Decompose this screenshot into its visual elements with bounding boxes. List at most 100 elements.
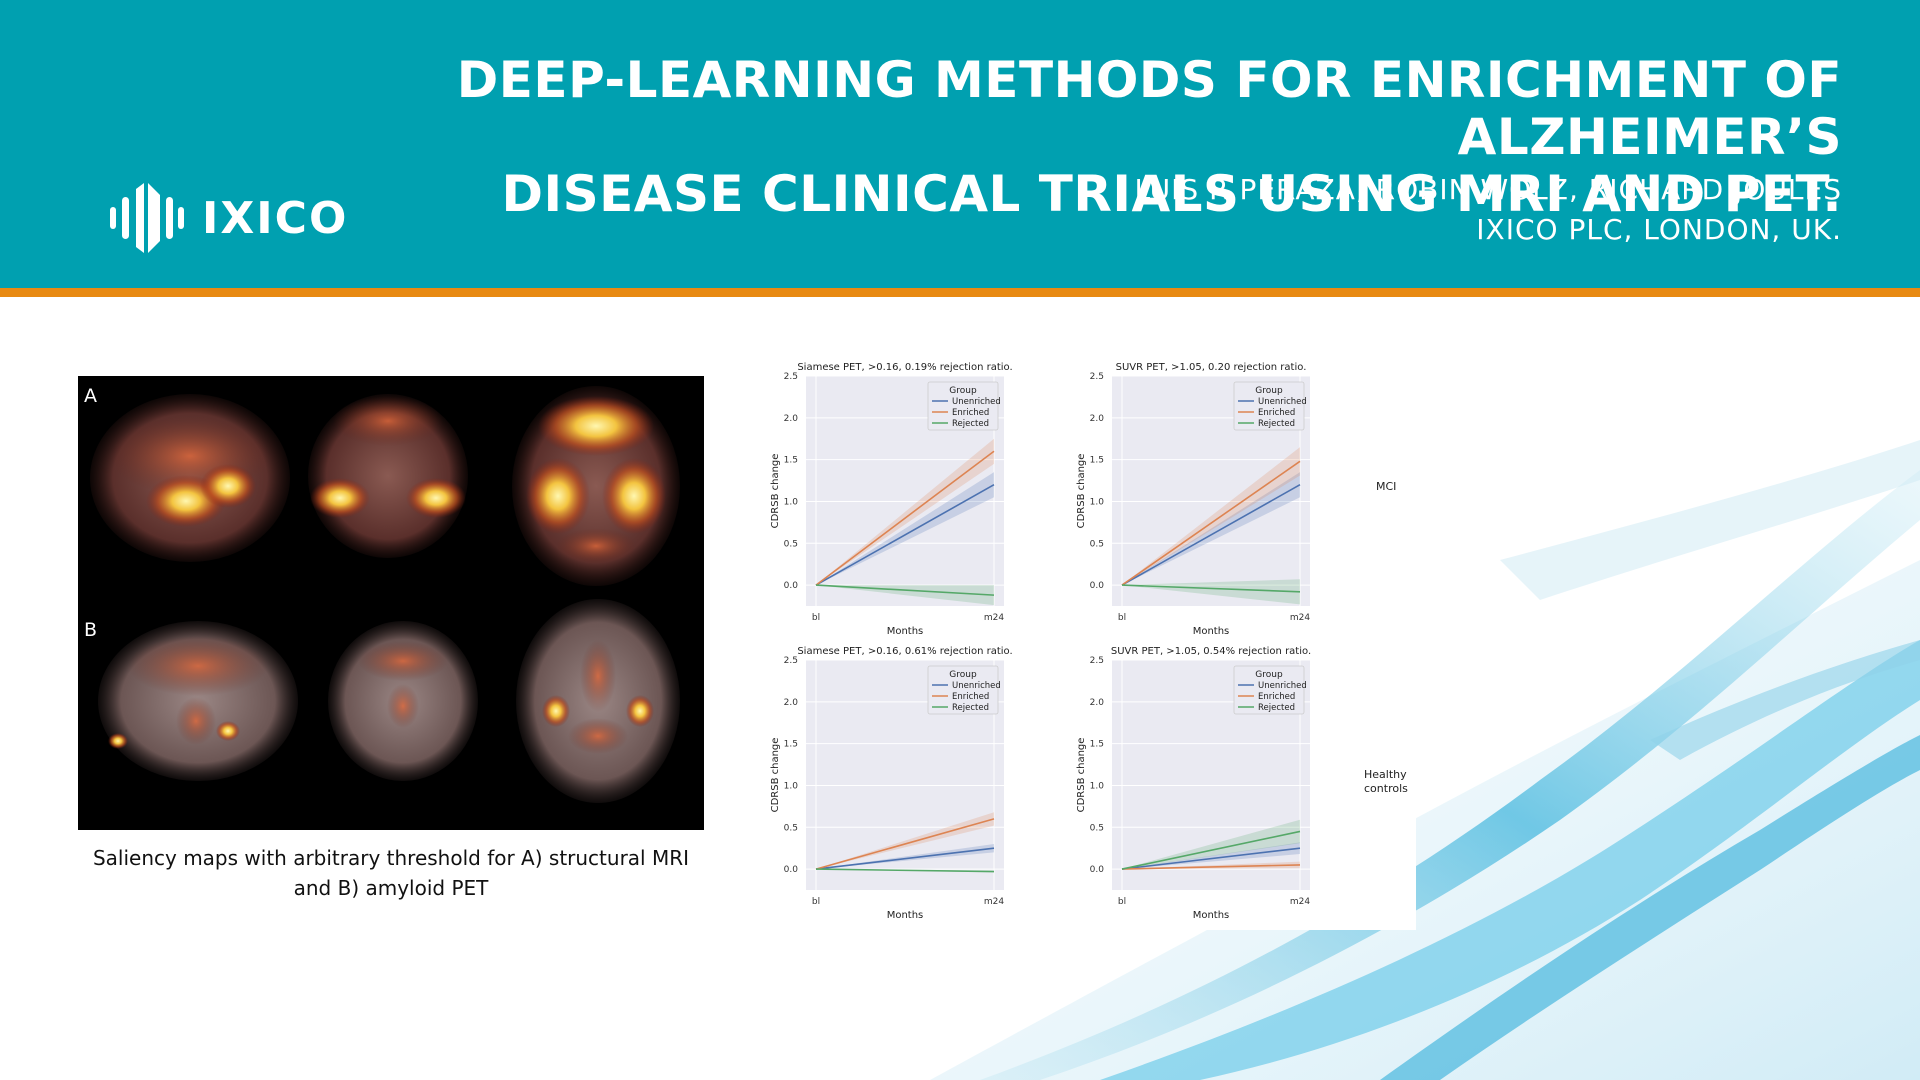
- chart-title: SUVR PET, >1.05, 0.20 rejection ratio.: [1116, 362, 1307, 373]
- y-tick-label: 0.5: [1090, 823, 1104, 833]
- y-tick-label: 1.5: [784, 456, 798, 466]
- x-tick-label: bl: [1118, 897, 1126, 907]
- y-tick-label: 0.0: [1090, 865, 1105, 875]
- y-tick-label: 1.5: [1090, 456, 1104, 466]
- confidence-band: [1122, 842, 1300, 870]
- caption-line-1: Saliency maps with arbitrary threshold f…: [92, 846, 690, 870]
- chart-1: Siamese PET, >0.16, 0.19% rejection rati…: [770, 362, 1013, 637]
- series-line: [815, 847, 995, 870]
- chart-title: Siamese PET, >0.16, 0.61% rejection rati…: [797, 646, 1012, 657]
- saliency-map-figure: A B: [78, 376, 704, 830]
- chart-title: SUVR PET, >1.05, 0.54% rejection ratio.: [1111, 646, 1311, 657]
- x-tick-label: bl: [812, 897, 820, 907]
- confidence-band: [1122, 579, 1300, 605]
- legend-title: Group: [1255, 386, 1283, 396]
- confidence-band: [1122, 819, 1300, 870]
- x-axis-label: Months: [887, 626, 924, 637]
- legend-title: Group: [1255, 670, 1283, 680]
- chart-4: SUVR PET, >1.05, 0.54% rejection ratio. 0…: [1076, 646, 1311, 921]
- y-tick-label: 0.5: [784, 823, 798, 833]
- series-line: [1121, 847, 1301, 870]
- legend-label: Enriched: [1258, 408, 1295, 418]
- caption-line-2: and B) amyloid PET: [293, 876, 489, 900]
- series-line: [815, 450, 995, 586]
- x-axis-label: Months: [1193, 626, 1230, 637]
- series-line: [1121, 484, 1301, 586]
- poster-title: DEEP-LEARNING METHODS FOR ENRICHMENT OF …: [142, 52, 1842, 223]
- series-line: [815, 868, 995, 873]
- legend-box: [927, 381, 999, 431]
- legend-label: Rejected: [1258, 703, 1295, 713]
- saliency-maps-image: [90, 386, 680, 803]
- y-tick-label: 2.0: [1090, 698, 1105, 708]
- y-tick-label: 2.0: [784, 414, 799, 424]
- x-tick-label: bl: [812, 613, 820, 623]
- chart-title: Siamese PET, >0.16, 0.19% rejection rati…: [797, 362, 1012, 373]
- y-tick-label: 1.5: [1090, 740, 1104, 750]
- series-line: [1121, 460, 1301, 586]
- legend-label: Unenriched: [1258, 397, 1307, 407]
- series-line: [1121, 830, 1301, 870]
- title-line-2: DISEASE CLINICAL TRIALS USING MRI AND PE…: [501, 165, 1842, 223]
- legend-box: [927, 665, 999, 715]
- legend-box: [1233, 381, 1305, 431]
- waveform-logo-icon: [110, 183, 184, 253]
- y-tick-label: 2.5: [1090, 656, 1104, 666]
- y-tick-label: 0.0: [784, 581, 799, 591]
- y-tick-label: 0.0: [1090, 581, 1105, 591]
- legend-label: Rejected: [1258, 419, 1295, 429]
- legend-title: Group: [949, 670, 977, 680]
- title-line-1: DEEP-LEARNING METHODS FOR ENRICHMENT OF …: [456, 51, 1842, 166]
- row-label-mci: MCI: [1376, 480, 1397, 493]
- y-tick-label: 2.0: [784, 698, 799, 708]
- y-axis-label: CDRSB change: [1076, 454, 1087, 529]
- x-tick-label: bl: [1118, 613, 1126, 623]
- title-banner: [0, 0, 1920, 288]
- y-tick-label: 2.5: [784, 656, 798, 666]
- y-tick-label: 2.5: [784, 372, 798, 382]
- confidence-band: [1122, 861, 1300, 870]
- x-tick-label: m24: [1290, 613, 1310, 623]
- legend-label: Enriched: [952, 408, 989, 418]
- series-line: [815, 584, 995, 596]
- y-axis-label: CDRSB change: [770, 738, 781, 813]
- y-tick-label: 1.0: [784, 497, 799, 507]
- y-tick-label: 1.0: [784, 781, 799, 791]
- y-tick-label: 1.5: [784, 740, 798, 750]
- y-tick-label: 2.5: [1090, 372, 1104, 382]
- saliency-caption: Saliency maps with arbitrary threshold f…: [78, 843, 704, 903]
- series-line: [815, 484, 995, 586]
- series-line: [1121, 864, 1301, 870]
- x-tick-label: m24: [984, 613, 1004, 623]
- legend-label: Enriched: [1258, 692, 1295, 702]
- cdrsb-charts: Siamese PET, >0.16, 0.19% rejection rati…: [770, 362, 1311, 921]
- affiliation: IXICO PLC, LONDON, UK.: [1476, 213, 1842, 246]
- y-tick-label: 0.5: [1090, 539, 1104, 549]
- series-line: [1121, 584, 1301, 593]
- legend-title: Group: [949, 386, 977, 396]
- y-tick-label: 1.0: [1090, 497, 1105, 507]
- row-label-healthy-controls: Healthy controls: [1364, 768, 1408, 795]
- x-tick-label: m24: [1290, 897, 1310, 907]
- x-axis-label: Months: [1193, 910, 1230, 921]
- authors: LUIS R PERAZA, ROBIN WOLZ, RICHARD JOULE…: [1134, 173, 1842, 206]
- x-tick-label: m24: [984, 897, 1004, 907]
- chart-3: Siamese PET, >0.16, 0.61% rejection rati…: [770, 646, 1013, 921]
- legend-box: [1233, 665, 1305, 715]
- panel-label-a: A: [84, 385, 97, 407]
- banner-stripe: [0, 288, 1920, 297]
- y-tick-label: 1.0: [1090, 781, 1105, 791]
- y-axis-label: CDRSB change: [770, 454, 781, 529]
- series-line: [815, 818, 995, 870]
- panel-label-b: B: [84, 619, 98, 641]
- confidence-band: [816, 438, 994, 586]
- ixico-logo: IXICO: [108, 178, 348, 258]
- legend-label: Enriched: [952, 692, 989, 702]
- author-block: LUIS R PERAZA, ROBIN WOLZ, RICHARD JOULE…: [1134, 170, 1842, 250]
- y-axis-label: CDRSB change: [1076, 738, 1087, 813]
- logo-text: IXICO: [202, 192, 349, 244]
- confidence-band: [816, 585, 994, 606]
- legend-label: Rejected: [952, 419, 989, 429]
- legend-label: Unenriched: [952, 681, 1001, 691]
